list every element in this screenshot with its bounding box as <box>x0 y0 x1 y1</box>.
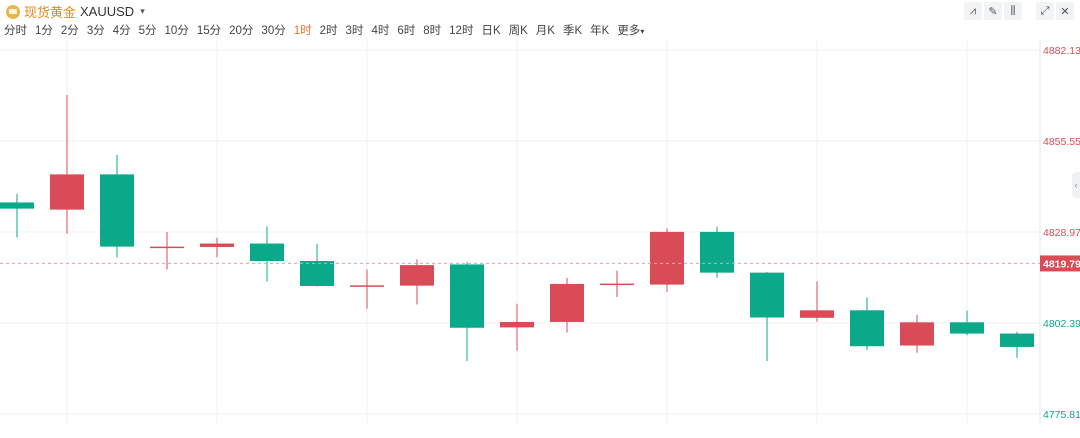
period-tab[interactable]: 4分 <box>112 25 131 37</box>
candle-body <box>400 265 434 286</box>
candle-body <box>1000 333 1034 347</box>
draw-icon[interactable]: ✎ <box>984 2 1002 20</box>
period-tab[interactable]: 2分 <box>60 25 79 37</box>
candle-body <box>100 174 134 247</box>
current-price-badge <box>1040 255 1080 272</box>
chart-toolbar: ⩘ ✎ ⫼ ⤢ ✕ <box>964 2 1074 20</box>
period-tab[interactable]: 3分 <box>86 25 105 37</box>
fullscreen-icon[interactable]: ⤢ <box>1036 2 1054 20</box>
chart-header: 现货黄金 XAUUSD ▾ ⩘ ✎ ⫼ ⤢ ✕ <box>0 0 1080 20</box>
period-tabs: 分时 1分 2分 3分 4分 5分 10分 15分 20分 30分 1时 2时 3时 4时 6时 8时 12时日… <box>0 20 648 40</box>
gold-coin-icon <box>6 4 20 19</box>
period-tab[interactable]: 月K <box>535 25 555 37</box>
chevron-down-icon: ▾ <box>640 27 645 36</box>
candle-body <box>150 246 184 249</box>
period-tab[interactable]: 3时 <box>345 25 364 37</box>
more-label: 更多 <box>617 25 641 37</box>
period-tab[interactable]: 1时 <box>293 25 312 37</box>
candle-body <box>700 231 734 273</box>
period-tab[interactable]: 1分 <box>35 25 53 37</box>
candle-body <box>900 322 934 346</box>
period-tab[interactable]: 年K <box>590 25 610 37</box>
candlestick-chart[interactable]: 4882.13 4855.55 4828.97 4802.39 4775.81 4819.… <box>0 40 1080 438</box>
period-tab[interactable]: 5分 <box>138 25 157 37</box>
period-tab[interactable]: 日K <box>481 25 501 37</box>
candle-body <box>600 283 634 286</box>
period-tab[interactable]: 15分 <box>196 25 222 37</box>
candle-body <box>850 310 884 347</box>
chevron-down-icon: ▾ <box>140 6 145 16</box>
chevron-left-icon[interactable]: ‹ <box>1072 172 1080 198</box>
price-tick-label: 4775.81 <box>1043 409 1080 421</box>
period-tab[interactable]: 分时 <box>4 25 27 37</box>
candle-body <box>350 285 384 287</box>
period-tab[interactable]: 2时 <box>319 25 338 37</box>
period-tab[interactable]: 季K <box>562 25 583 37</box>
period-tab[interactable]: 6时 <box>397 25 416 37</box>
candle-body <box>300 260 334 286</box>
period-tab[interactable]: 周K <box>508 25 528 37</box>
current-price-label: 4819.79 <box>1043 258 1080 270</box>
symbol-selector[interactable]: 现货黄金 XAUUSD ▾ <box>6 2 145 21</box>
period-tab[interactable]: 12时 <box>449 25 474 37</box>
candle-body <box>50 174 84 210</box>
indicator-icon[interactable]: ⩘ <box>964 2 982 20</box>
price-tick-label: 4828.97 <box>1043 227 1080 239</box>
candle-body <box>800 310 834 318</box>
candle-body <box>550 283 584 322</box>
candle-body <box>650 231 684 285</box>
period-tab[interactable]: 4时 <box>371 25 390 37</box>
candle-body <box>0 202 34 209</box>
symbol-code: XAUUSD <box>80 4 135 19</box>
price-tick-label: 4855.55 <box>1043 136 1080 148</box>
more-periods-button[interactable]: 更多▾ <box>613 22 648 38</box>
candle-body <box>200 243 234 247</box>
symbol-name: 现货黄金 <box>24 5 77 20</box>
candle-body <box>950 322 984 334</box>
price-tick-label: 4802.39 <box>1043 318 1080 330</box>
candle-body <box>750 272 784 318</box>
period-tab[interactable]: 8时 <box>423 25 442 37</box>
candle-body <box>450 264 484 328</box>
period-tab[interactable]: 30分 <box>261 25 286 37</box>
candle-body <box>250 243 284 261</box>
price-tick-label: 4882.13 <box>1043 45 1080 57</box>
close-icon[interactable]: ✕ <box>1056 2 1074 20</box>
candle-body <box>500 321 534 328</box>
period-tab[interactable]: 10分 <box>164 25 189 37</box>
candle-type-icon[interactable]: ⫼ <box>1004 2 1022 20</box>
period-tab[interactable]: 20分 <box>229 25 254 37</box>
